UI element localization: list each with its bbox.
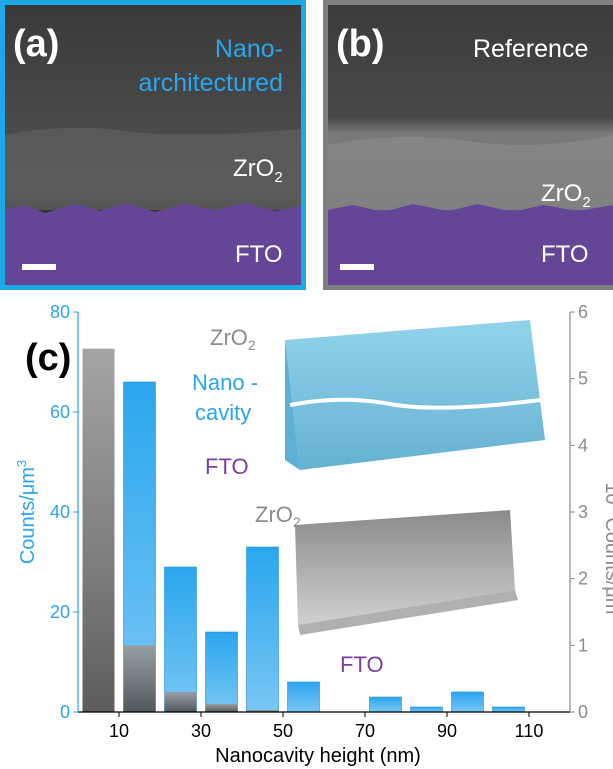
x-tick-label: 90 [437, 721, 457, 741]
bar-gray [123, 645, 156, 712]
bar-blue [369, 696, 402, 713]
bar-gray [205, 704, 238, 712]
y-left-tick-label: 20 [50, 602, 70, 622]
y-left-tick-label: 40 [50, 502, 70, 522]
bar-blue [164, 566, 197, 713]
sem-panel-b: (b) Reference ZrO2 FTO [323, 0, 613, 290]
bar-blue [287, 681, 320, 713]
inset-top-zro2-label: ZrO2 [210, 325, 256, 353]
y-right-tick-label: 1 [578, 635, 588, 655]
bar-blue [451, 691, 484, 713]
panel-c-label: (c) [25, 337, 71, 379]
inset-bottom-zro2-label: ZrO2 [255, 502, 301, 530]
inset-top-cavity-line1: Nano - [192, 370, 258, 395]
inset-reference-3d [295, 510, 518, 635]
panel-b-zro2-label: ZrO2 [541, 180, 591, 211]
y-right-tick-label: 6 [578, 302, 588, 322]
panel-a-fto-label: FTO [235, 241, 283, 268]
panel-b-fto-label: FTO [541, 241, 589, 268]
y-right-tick-label: 0 [578, 702, 588, 722]
panel-a-title-line2: architectured [138, 69, 283, 97]
inset-top-cavity-line2: cavity [195, 400, 251, 425]
panel-b-title: Reference [473, 35, 589, 63]
y-left-tick-label: 80 [50, 302, 70, 322]
y-right-tick-label: 2 [578, 569, 588, 589]
inset-nanoarchitectured-3d [285, 320, 545, 470]
bar-blue [205, 631, 238, 713]
y-axis-right-label: 103 Counts/μm3 [601, 482, 613, 621]
bar-blue [492, 706, 525, 713]
panel-a-title-line1: Nano- [214, 35, 283, 63]
x-axis-label: Nanocavity height (nm) [215, 745, 421, 767]
sem-image-b [328, 5, 613, 285]
bar-gray [246, 710, 279, 712]
inset-top-fto-label: FTO [205, 454, 249, 479]
y-right-tick-label: 4 [578, 435, 588, 455]
panel-a-label: (a) [13, 23, 60, 65]
y-right-tick-label: 5 [578, 369, 588, 389]
y-axis-left-label: Counts/μm3 [14, 460, 39, 564]
x-tick-label: 70 [355, 721, 375, 741]
nanocavity-histogram: 0 20 40 60 80 0 1 2 3 4 5 6 10 30 50 70 90 110 ZrO2 Nano … [14, 302, 613, 767]
x-tick-label: 110 [515, 721, 544, 741]
bar-gray [164, 692, 197, 712]
panel-a-scale-bar [22, 264, 56, 270]
y-left-tick-label: 0 [60, 702, 70, 722]
panel-b-scale-bar [340, 264, 374, 270]
sem-panel-a: (a) Nano- architectured ZrO2 FTO [0, 0, 306, 290]
x-tick-label: 10 [109, 721, 129, 741]
x-tick-label: 50 [273, 721, 293, 741]
sem-image-a [5, 5, 301, 285]
panel-b-label: (b) [336, 23, 385, 65]
y-right-tick-label: 3 [578, 502, 588, 522]
x-tick-label: 30 [191, 721, 211, 741]
panel-a-zro2-label: ZrO2 [233, 155, 283, 186]
bar-blue [246, 546, 279, 713]
y-left-tick-label: 60 [50, 402, 70, 422]
inset-bottom-fto-label: FTO [340, 652, 384, 677]
bar-gray [82, 348, 115, 712]
bar-blue [410, 706, 443, 713]
